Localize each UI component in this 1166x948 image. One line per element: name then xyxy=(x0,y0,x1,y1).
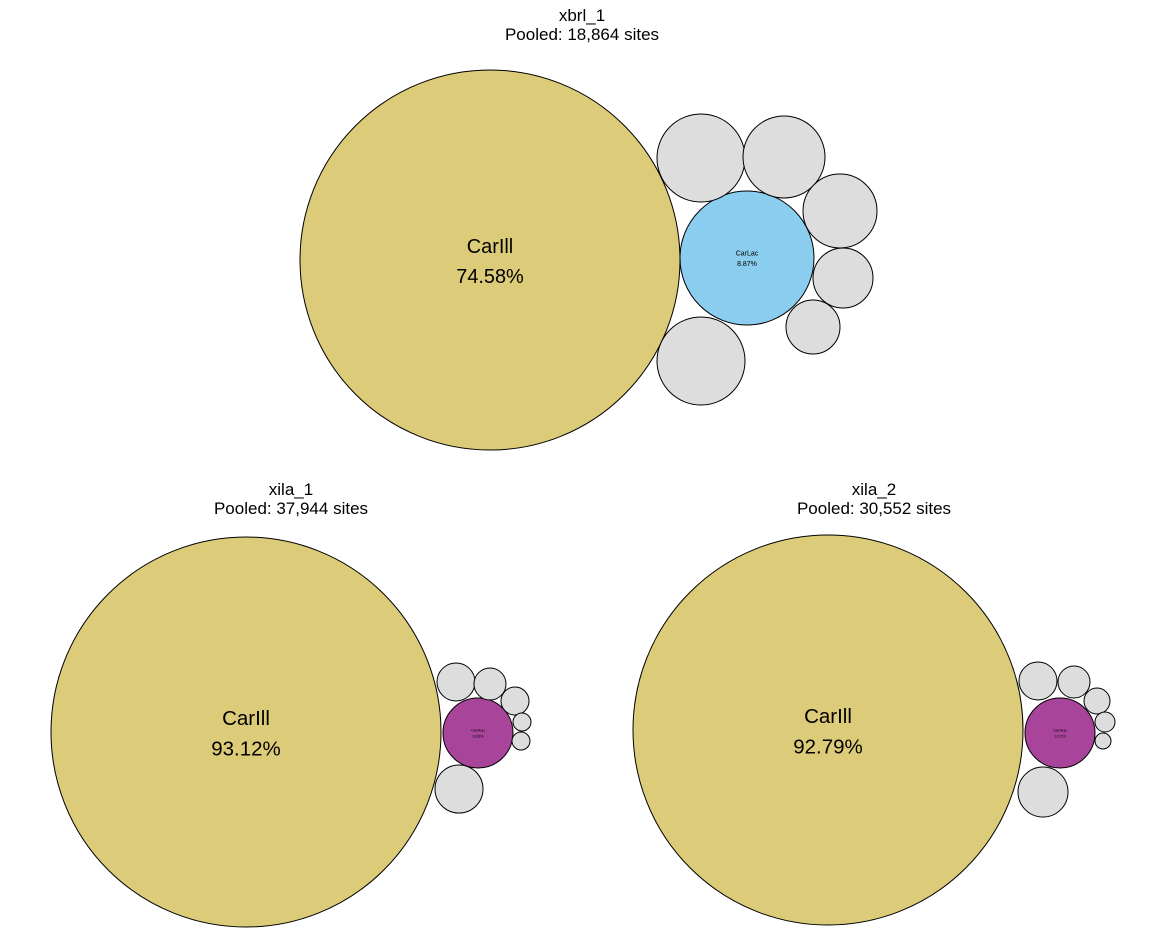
bubble-other xyxy=(1017,766,1069,818)
bubble-caraqu xyxy=(1024,697,1096,769)
bubble-label: CarAqu xyxy=(471,728,485,733)
bubble-other xyxy=(1094,732,1112,750)
bubble-other xyxy=(434,764,484,814)
bubble-other xyxy=(656,316,746,406)
bubble-other xyxy=(500,686,530,716)
bubble-other xyxy=(512,712,532,732)
bubble-label: CarLac xyxy=(736,251,759,258)
bubble-carill xyxy=(299,69,681,451)
panel-title: xbrl_1 xyxy=(559,6,605,25)
panel-subtitle: Pooled: 30,552 sites xyxy=(797,499,951,518)
bubble-other xyxy=(1094,711,1116,733)
bubble-carill xyxy=(632,534,1024,926)
panel-title: xila_1 xyxy=(269,480,313,499)
bubble-other xyxy=(1083,687,1111,715)
bubble-other xyxy=(656,113,746,203)
panel-subtitle: Pooled: 18,864 sites xyxy=(505,25,659,44)
bubble-percent-label: 74.58% xyxy=(456,266,523,288)
panel-xila-1: xila_1 Pooled: 37,944 sites CarIll 93.12%… xyxy=(50,480,532,928)
bubble-other xyxy=(802,173,878,249)
panel-title: xila_2 xyxy=(852,480,896,499)
panel-xila-2: xila_2 Pooled: 30,552 sites CarIll 92.79%… xyxy=(632,480,1116,926)
bubble-label: CarAqu xyxy=(1053,728,1067,733)
bubble-percent-label: 92.79% xyxy=(793,736,863,759)
bubble-label: CarIll xyxy=(222,707,270,730)
bubble-percent-label: 3.03% xyxy=(472,734,484,739)
bubble-other xyxy=(785,299,841,355)
bubble-label: CarIll xyxy=(467,236,513,258)
bubble-other xyxy=(473,667,507,701)
bubble-other xyxy=(436,662,476,702)
bubble-label: CarIll xyxy=(804,705,852,728)
panel-xbrl-1: xbrl_1 Pooled: 18,864 sites CarIll 74.58%… xyxy=(299,6,878,451)
bubble-percent-label: 93.12% xyxy=(211,738,281,761)
bubble-other xyxy=(1018,661,1058,701)
bubble-percent-label: 3.12% xyxy=(1054,734,1066,739)
panel-subtitle: Pooled: 37,944 sites xyxy=(214,499,368,518)
bubble-other xyxy=(1057,665,1091,699)
bubble-other xyxy=(812,247,874,309)
bubble-carill xyxy=(50,536,442,928)
bubble-caraqu xyxy=(442,697,514,769)
bubble-other xyxy=(511,731,531,751)
bubble-percent-label: 8.87% xyxy=(737,261,757,268)
bubble-other xyxy=(742,115,826,199)
bubble-carlac xyxy=(679,190,815,326)
bubble-group: CarIll 74.58% CarLac 8.87% xyxy=(299,69,878,451)
